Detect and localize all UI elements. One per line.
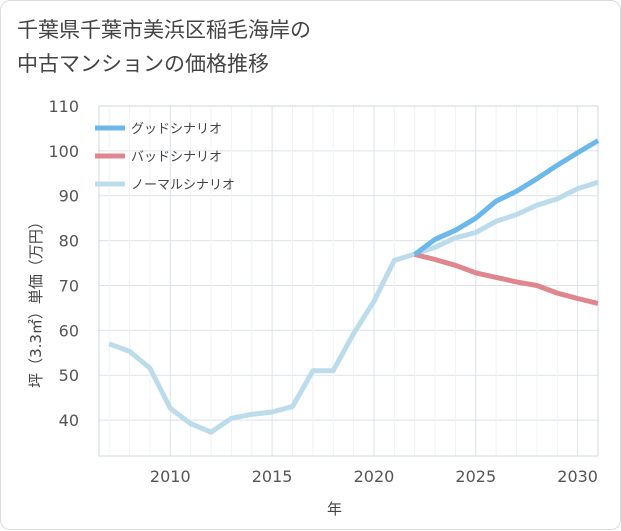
series-line-good [413, 138, 600, 257]
y-tick-label: 100 [48, 142, 79, 161]
y-tick-label: 70 [59, 276, 79, 295]
chart-title-line2: 中古マンションの価格推移 [17, 52, 269, 76]
y-tick-label: 80 [59, 232, 79, 251]
legend-label-bad: バッドシナリオ [131, 150, 222, 165]
legend-label-normal: ノーマルシナリオ [131, 178, 235, 193]
x-tick-label: 2030 [557, 467, 598, 486]
series-layer [108, 138, 600, 435]
y-axis-title: 坪（3.3㎡）単価（万円） [27, 214, 45, 388]
x-axis-title: 年 [327, 500, 342, 518]
x-tick-label: 2020 [354, 467, 395, 486]
chart-title-line1: 千葉県千葉市美浜区稲毛海岸の [17, 18, 311, 42]
x-tick-label: 2010 [150, 467, 191, 486]
plot-border [98, 105, 599, 457]
y-tick-label: 110 [48, 97, 79, 116]
y-tick-label: 40 [59, 411, 79, 430]
y-tick-label: 60 [59, 321, 79, 340]
x-tick-label: 2015 [252, 467, 293, 486]
y-tick-label: 50 [59, 366, 79, 385]
series-line-bad [414, 252, 599, 306]
chart-title: 千葉県千葉市美浜区稲毛海岸の 中古マンションの価格推移 [17, 13, 311, 81]
series-line-normal [108, 179, 599, 435]
x-tick-label: 2025 [455, 467, 496, 486]
y-tick-label: 90 [59, 187, 79, 206]
legend-label-good: グッドシナリオ [131, 122, 222, 137]
axes: 40 50 60 70 80 90 100 110 2010 2015 2020 2025 2030 [48, 97, 599, 486]
